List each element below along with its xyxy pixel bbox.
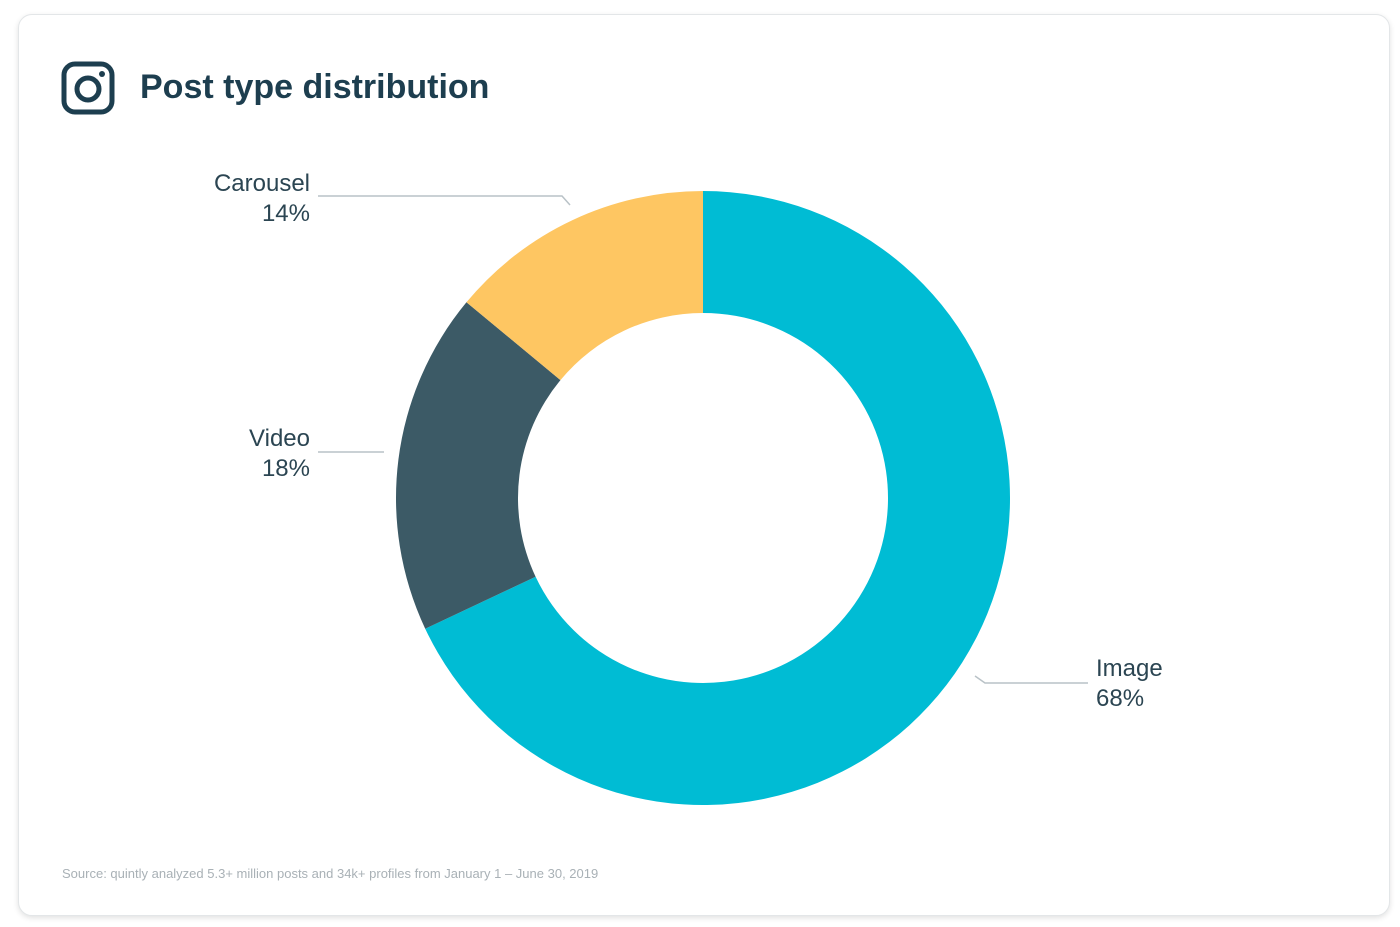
label-carousel-value: 14% <box>262 200 310 227</box>
slice-video <box>395 302 561 629</box>
source-note: Source: quintly analyzed 5.3+ million po… <box>62 866 599 881</box>
slice-carousel <box>466 191 703 381</box>
leader-line-image <box>974 675 1088 684</box>
label-image-name: Image <box>1096 655 1163 682</box>
slice-image <box>425 191 1011 805</box>
label-image-value: 68% <box>1096 685 1144 712</box>
leader-line-carousel <box>318 195 571 206</box>
label-video-name: Video <box>249 425 310 452</box>
label-carousel-name: Carousel <box>214 170 310 197</box>
instagram-icon <box>61 61 115 115</box>
label-video-value: 18% <box>262 455 310 482</box>
chart-title: Post type distribution <box>140 68 490 106</box>
